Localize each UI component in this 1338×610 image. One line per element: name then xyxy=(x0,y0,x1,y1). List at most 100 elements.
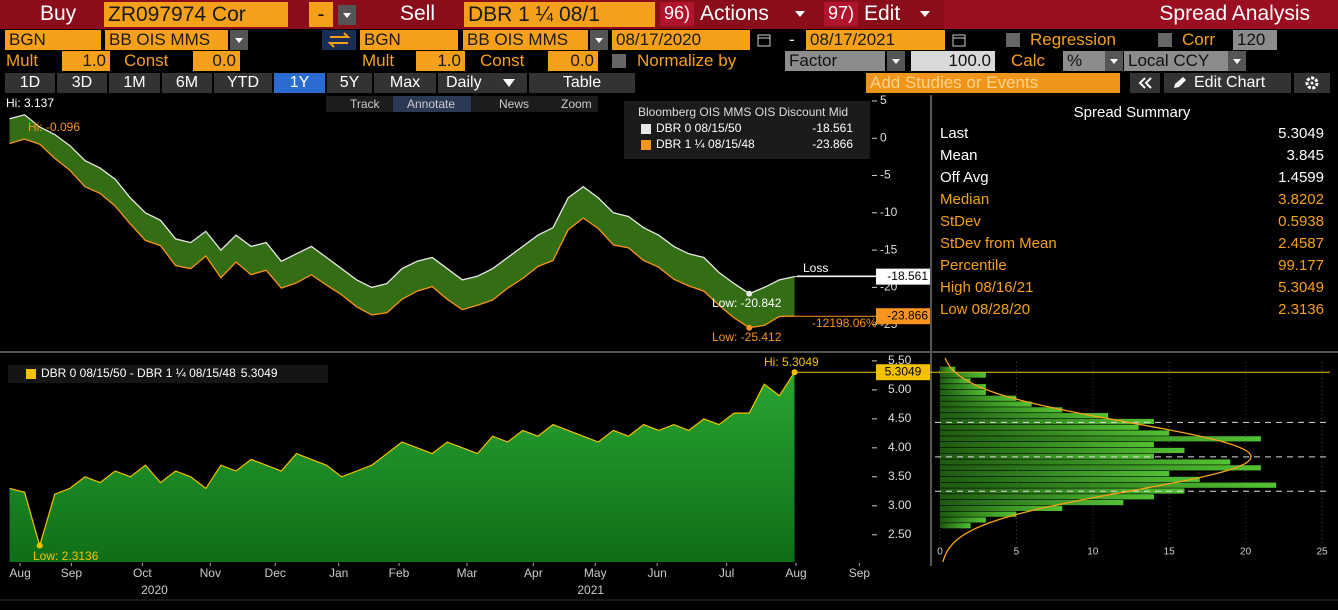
chart-tool[interactable]: Zoom xyxy=(561,97,592,111)
range-tab[interactable]: 1D xyxy=(5,73,55,93)
x-tick-label: 20 xyxy=(1240,547,1252,558)
collapse-button[interactable] xyxy=(1130,73,1160,93)
frequency-select[interactable]: Daily xyxy=(438,73,527,93)
chart-tool[interactable]: Annotate xyxy=(393,96,471,112)
last-value-arrow xyxy=(938,367,948,378)
x-tick-label: Aug xyxy=(785,566,806,580)
histogram-bar xyxy=(940,505,1063,511)
const-2-label: Const xyxy=(480,51,525,70)
regression-checkbox[interactable] xyxy=(1006,33,1020,47)
settings-button[interactable] xyxy=(1294,73,1330,93)
last-value-label: -23.866 xyxy=(887,308,928,322)
range-tab[interactable]: Max xyxy=(374,73,436,93)
operator-dropdown[interactable] xyxy=(338,5,356,25)
spread-area xyxy=(9,372,795,562)
swap-button[interactable] xyxy=(322,30,356,50)
summary-value: 5.3049 xyxy=(1278,125,1324,142)
annotation: Loss xyxy=(803,261,828,275)
summary-label: StDev from Mean xyxy=(940,235,1057,252)
start-calendar[interactable] xyxy=(756,32,772,48)
range-tab[interactable]: 1Y xyxy=(274,73,325,93)
const-2[interactable]: 0.0 xyxy=(548,51,598,71)
corr-checkbox[interactable] xyxy=(1158,33,1172,47)
curve-2-dropdown[interactable] xyxy=(590,30,608,50)
y-tick-label: 3.50 xyxy=(888,469,912,483)
range-tab[interactable]: 6M xyxy=(162,73,212,93)
edit-chart-button[interactable]: Edit Chart xyxy=(1164,73,1291,93)
ccy-dropdown[interactable] xyxy=(1228,51,1246,71)
edit-menu[interactable]: Edit xyxy=(864,2,901,25)
buy-label: Buy xyxy=(40,2,77,25)
x-tick-label: Nov xyxy=(200,566,221,580)
x-tick-label: Oct xyxy=(133,566,152,580)
summary-value: 99.177 xyxy=(1278,257,1324,274)
actions-menu[interactable]: Actions xyxy=(700,2,769,25)
curve-1-dropdown[interactable] xyxy=(230,30,248,50)
edit-arrow xyxy=(920,11,930,17)
corr-window[interactable]: 120 xyxy=(1233,30,1277,50)
operator[interactable]: - xyxy=(309,2,333,27)
annotation: Hi: -0.096 xyxy=(28,120,80,134)
range-tab[interactable]: 1M xyxy=(109,73,160,93)
y-tick-label: -25 xyxy=(880,317,898,331)
sell-ticker[interactable]: DBR 1 ¼ 08/1 xyxy=(464,2,655,27)
x-tick-label: 15 xyxy=(1164,547,1176,558)
studies-field[interactable]: Add Studies or Events xyxy=(866,73,1120,93)
summary-label: Low 08/28/20 xyxy=(940,301,1031,318)
legend-box xyxy=(8,365,328,383)
buy-ticker[interactable]: ZR097974 Cor xyxy=(104,2,288,27)
normalize-checkbox[interactable] xyxy=(612,54,626,68)
corr-label: Corr xyxy=(1182,30,1216,49)
low-marker xyxy=(746,290,753,297)
x-group-label: 2021 xyxy=(577,583,604,597)
histogram-bar xyxy=(940,523,971,529)
pencil-icon xyxy=(1174,77,1186,88)
x-tick-label: May xyxy=(584,566,607,580)
chart-tool[interactable]: Track xyxy=(350,97,380,111)
actions-number[interactable]: 96) xyxy=(660,2,695,26)
frequency-arrow xyxy=(503,79,515,87)
histogram-bar xyxy=(940,459,1231,465)
summary-value: 3.845 xyxy=(1286,147,1324,164)
source-2[interactable]: BGN xyxy=(360,30,458,50)
summary-value: 3.8202 xyxy=(1278,191,1324,208)
x-tick-label: Jun xyxy=(647,566,666,580)
annotation: Hi: 3.137 xyxy=(6,96,54,110)
factor-select[interactable]: Factor xyxy=(785,51,885,71)
end-date[interactable]: 08/17/2021 xyxy=(806,30,945,50)
range-tab[interactable]: 5Y xyxy=(327,73,372,93)
summary-label: Off Avg xyxy=(940,169,989,186)
curve-1[interactable]: BB OIS MMS xyxy=(105,30,228,50)
mult-1[interactable]: 1.0 xyxy=(62,51,110,71)
legend-name: DBR 0 08/15/50 - DBR 1 ¼ 08/15/48 xyxy=(41,366,236,380)
histogram-bar xyxy=(940,389,986,396)
summary-label: High 08/16/21 xyxy=(940,279,1034,296)
curve-2[interactable]: BB OIS MMS xyxy=(463,30,588,50)
chart-tool[interactable]: News xyxy=(499,97,530,111)
end-calendar[interactable] xyxy=(951,32,967,48)
factor-dropdown[interactable] xyxy=(887,51,905,71)
edit-number[interactable]: 97) xyxy=(824,2,859,26)
regression-label: Regression xyxy=(1030,30,1116,49)
x-tick-label: Aug xyxy=(9,566,30,580)
calc-select[interactable]: % xyxy=(1063,51,1105,71)
histogram-bar xyxy=(940,488,1185,494)
calc-label: Calc xyxy=(1011,51,1046,70)
range-tab[interactable]: 3D xyxy=(57,73,107,93)
start-date[interactable]: 08/17/2020 xyxy=(612,30,750,50)
normal-curve xyxy=(942,357,1252,563)
range-tab[interactable]: YTD xyxy=(214,73,272,93)
last-value-tag xyxy=(876,364,930,381)
source-1[interactable]: BGN xyxy=(5,30,101,50)
legend-value: -23.866 xyxy=(812,137,853,151)
ccy-select[interactable]: Local CCY xyxy=(1124,51,1228,71)
y-tick-label: -15 xyxy=(880,242,898,256)
last-value-tag xyxy=(876,268,930,285)
factor-value[interactable]: 100.0 xyxy=(911,51,995,71)
const-1[interactable]: 0.0 xyxy=(193,51,240,71)
calc-dropdown[interactable] xyxy=(1105,51,1123,71)
summary-value: 2.3136 xyxy=(1278,301,1324,318)
mult-2[interactable]: 1.0 xyxy=(416,51,465,71)
table-button[interactable]: Table xyxy=(529,73,635,93)
